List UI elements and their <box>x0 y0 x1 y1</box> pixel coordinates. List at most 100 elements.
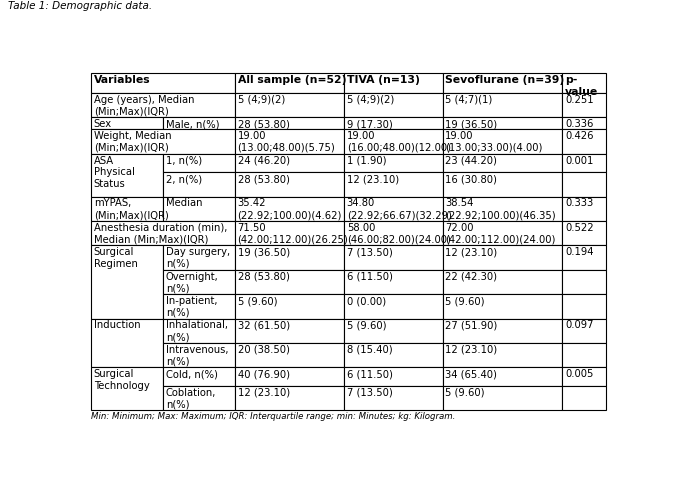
Bar <box>91 93 235 117</box>
Text: 35.42
(22.92;100.00)(4.62): 35.42 (22.92;100.00)(4.62) <box>238 198 342 220</box>
Text: 12 (23.10): 12 (23.10) <box>445 345 497 355</box>
Text: Surgical
Technology: Surgical Technology <box>94 369 150 391</box>
Text: 0 (0.00): 0 (0.00) <box>347 296 386 306</box>
Bar <box>91 129 235 154</box>
Bar <box>344 196 442 221</box>
Text: 19 (36.50): 19 (36.50) <box>445 119 497 129</box>
Bar <box>235 172 344 196</box>
Text: 0.251: 0.251 <box>565 95 594 104</box>
Bar <box>563 386 606 410</box>
Bar <box>344 386 442 410</box>
Bar <box>442 196 563 221</box>
Bar <box>235 93 344 117</box>
Text: 12 (23.10): 12 (23.10) <box>347 174 399 184</box>
Bar <box>442 343 563 367</box>
Bar <box>442 245 563 270</box>
Bar <box>163 343 235 367</box>
Text: mYPAS,
(Min;Max)(IQR): mYPAS, (Min;Max)(IQR) <box>94 198 168 220</box>
Bar <box>235 117 344 129</box>
Bar <box>344 270 442 294</box>
Text: 5 (9.60): 5 (9.60) <box>347 320 386 330</box>
Bar <box>163 367 235 386</box>
Bar <box>344 73 442 93</box>
Text: 5 (9.60): 5 (9.60) <box>238 296 277 306</box>
Text: Variables: Variables <box>94 75 150 85</box>
Bar <box>563 172 606 196</box>
Text: 12 (23.10): 12 (23.10) <box>238 387 290 398</box>
Text: 23 (44.20): 23 (44.20) <box>445 156 497 166</box>
Text: Min: Minimum; Max: Maximum; IQR: Interquartile range; min: Minutes; kg: Kilogram: Min: Minimum; Max: Maximum; IQR: Interqu… <box>91 412 455 421</box>
Text: Table 1: Demographic data.: Table 1: Demographic data. <box>8 1 153 11</box>
Bar <box>344 154 442 172</box>
Text: 34.80
(22.92;66.67)(32.29): 34.80 (22.92;66.67)(32.29) <box>347 198 451 220</box>
Bar <box>563 270 606 294</box>
Text: 5 (9.60): 5 (9.60) <box>445 387 485 398</box>
Bar <box>442 129 563 154</box>
Text: All sample (n=52): All sample (n=52) <box>238 75 346 85</box>
Text: 32 (61.50): 32 (61.50) <box>238 320 290 330</box>
Bar <box>563 117 606 129</box>
Bar <box>563 196 606 221</box>
Text: 38.54
(22.92;100.00)(46.35): 38.54 (22.92;100.00)(46.35) <box>445 198 556 220</box>
Bar <box>235 221 344 245</box>
Text: 5 (4;9)(2): 5 (4;9)(2) <box>238 95 285 104</box>
Bar <box>235 294 344 318</box>
Text: 7 (13.50): 7 (13.50) <box>347 387 392 398</box>
Bar <box>563 93 606 117</box>
Bar <box>563 318 606 343</box>
Text: 0.194: 0.194 <box>565 247 594 257</box>
Bar <box>442 386 563 410</box>
Text: Coblation,
n(%): Coblation, n(%) <box>166 387 216 409</box>
Bar <box>91 73 235 93</box>
Bar <box>442 117 563 129</box>
Text: 28 (53.80): 28 (53.80) <box>238 272 289 281</box>
Text: ASA
Physical
Status: ASA Physical Status <box>94 156 135 189</box>
Text: 1 (1.90): 1 (1.90) <box>347 156 386 166</box>
Text: 28 (53.80): 28 (53.80) <box>238 119 289 129</box>
Text: 7 (13.50): 7 (13.50) <box>347 247 392 257</box>
Bar <box>91 367 163 410</box>
Text: 6 (11.50): 6 (11.50) <box>347 369 393 379</box>
Text: Surgical
Regimen: Surgical Regimen <box>94 247 137 269</box>
Text: 19.00
(16.00;48.00)(12.00): 19.00 (16.00;48.00)(12.00) <box>347 131 451 153</box>
Bar <box>344 221 442 245</box>
Text: Induction: Induction <box>94 320 140 330</box>
Bar <box>163 294 235 318</box>
Bar <box>442 154 563 172</box>
Text: 5 (9.60): 5 (9.60) <box>445 296 485 306</box>
Bar <box>163 270 235 294</box>
Bar <box>235 367 344 386</box>
Text: 0.005: 0.005 <box>565 369 594 379</box>
Bar <box>91 318 163 367</box>
Text: p-
value: p- value <box>565 75 598 97</box>
Bar <box>235 245 344 270</box>
Bar <box>563 129 606 154</box>
Text: 5 (4;9)(2): 5 (4;9)(2) <box>347 95 394 104</box>
Bar <box>563 294 606 318</box>
Bar <box>91 221 235 245</box>
Text: 6 (11.50): 6 (11.50) <box>347 272 393 281</box>
Text: Median: Median <box>166 198 202 208</box>
Text: Sex: Sex <box>94 119 112 129</box>
Text: 20 (38.50): 20 (38.50) <box>238 345 289 355</box>
Text: Weight, Median
(Min;Max)(IQR): Weight, Median (Min;Max)(IQR) <box>94 131 172 153</box>
Bar <box>344 172 442 196</box>
Bar <box>442 221 563 245</box>
Bar <box>344 245 442 270</box>
Text: Anesthesia duration (min),
Median (Min;Max)(IQR): Anesthesia duration (min), Median (Min;M… <box>94 223 227 244</box>
Text: 19.00
(13.00;48.00)(5.75): 19.00 (13.00;48.00)(5.75) <box>238 131 335 153</box>
Bar <box>344 343 442 367</box>
Text: 0.001: 0.001 <box>565 156 594 166</box>
Text: 19.00
(13.00;33.00)(4.00): 19.00 (13.00;33.00)(4.00) <box>445 131 543 153</box>
Text: 27 (51.90): 27 (51.90) <box>445 320 497 330</box>
Text: 0.426: 0.426 <box>565 131 594 141</box>
Text: 22 (42.30): 22 (42.30) <box>445 272 497 281</box>
Bar <box>91 245 163 318</box>
Bar <box>563 221 606 245</box>
Text: 28 (53.80): 28 (53.80) <box>238 174 289 184</box>
Bar <box>235 129 344 154</box>
Text: 19 (36.50): 19 (36.50) <box>238 247 290 257</box>
Text: 8 (15.40): 8 (15.40) <box>347 345 392 355</box>
Bar <box>163 172 235 196</box>
Text: Inhalational,
n(%): Inhalational, n(%) <box>166 320 227 342</box>
